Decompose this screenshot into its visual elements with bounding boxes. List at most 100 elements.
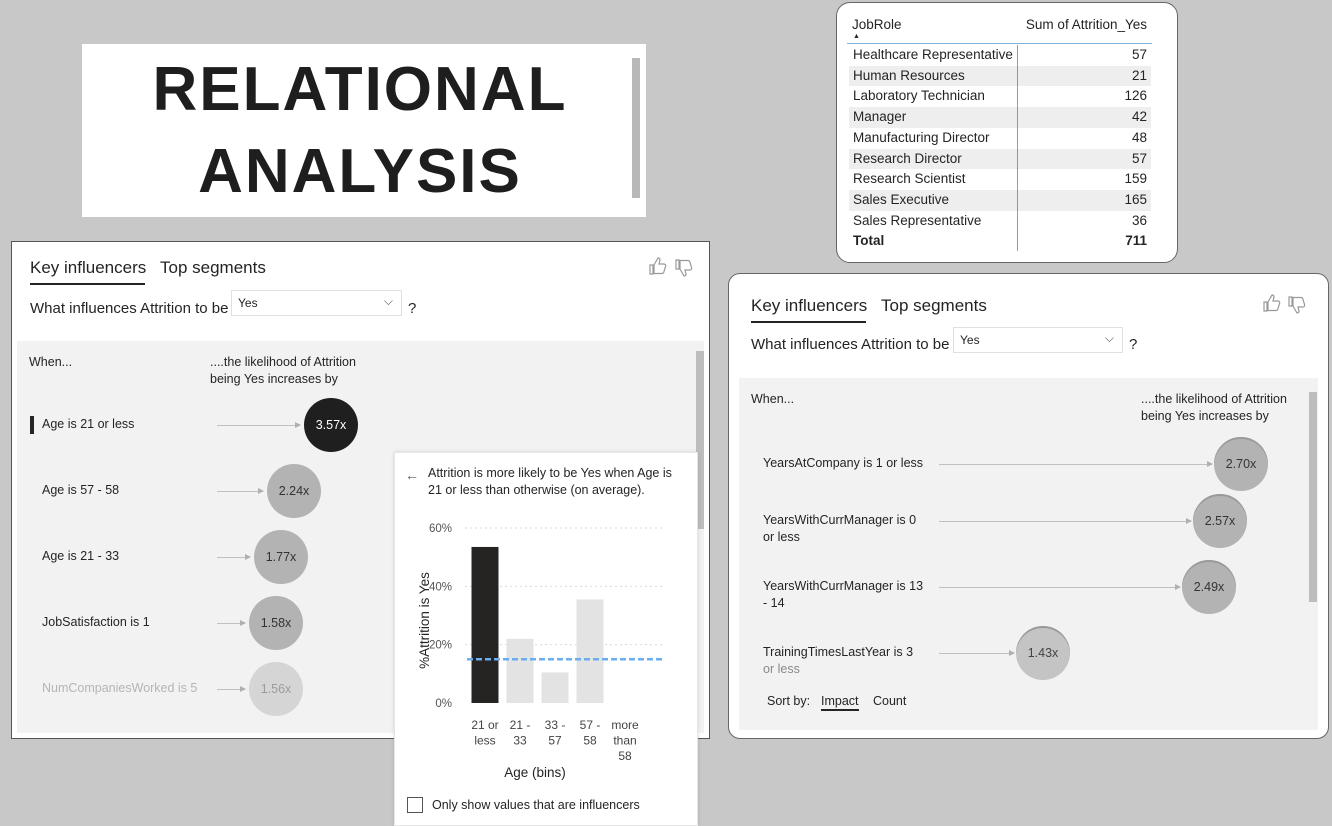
influencer-label[interactable]: NumCompaniesWorked is 5 — [42, 681, 198, 695]
thumbs-down-icon[interactable] — [1287, 295, 1307, 315]
sort-by-label: Sort by: — [767, 694, 811, 708]
tab-top-segments[interactable]: Top segments — [881, 296, 987, 315]
sort-impact-button[interactable]: Impact — [821, 694, 859, 711]
attrition-sum-cell: 36 — [1131, 212, 1147, 228]
influencer-bubble[interactable]: 2.49x — [1182, 560, 1236, 614]
chevron-down-icon: ⌵ — [383, 294, 393, 308]
tab-key-influencers[interactable]: Key influencers — [751, 296, 868, 315]
jobrole-cell: Healthcare Representative — [853, 47, 1013, 62]
influencer-bubble[interactable]: 1.58x — [249, 596, 303, 650]
table-row[interactable]: Manager 42 — [849, 107, 1151, 128]
table-total-row: Total 711 — [849, 231, 1151, 252]
influencer-label[interactable]: Age is 21 or less — [42, 417, 135, 431]
influencer-connector — [939, 650, 1015, 656]
x-axis-title: Age (bins) — [504, 765, 566, 780]
influencer-label[interactable]: YearsWithCurrManager is 13 — [763, 579, 924, 593]
influencer-bubble[interactable]: 1.56x — [249, 662, 303, 716]
x-tick-label: 33 - — [545, 718, 566, 732]
thumbs-down-icon[interactable] — [674, 258, 694, 278]
influencer-label[interactable]: TrainingTimesLastYear is 3 — [763, 645, 914, 659]
likelihood-label-line2: being Yes increases by — [1141, 409, 1269, 423]
influencer-label-continued: or less — [763, 530, 800, 544]
x-tick-label: less — [474, 734, 495, 748]
when-label: When... — [29, 355, 73, 369]
checkbox-label: Only show values that are influencers — [432, 798, 640, 812]
influencer-bubble[interactable]: 2.24x — [267, 464, 321, 518]
scrollbar[interactable] — [1309, 392, 1317, 602]
key-influencers-panel-left: Key influencers Top segments What influe… — [11, 241, 710, 826]
influencer-label[interactable]: Age is 57 - 58 — [42, 483, 120, 497]
influencer-bubble[interactable]: 3.57x — [304, 398, 358, 452]
x-tick-label: 58 — [583, 734, 597, 748]
back-arrow-icon[interactable]: ← — [405, 467, 419, 483]
attrition-sum-cell: 159 — [1124, 171, 1147, 187]
column-divider — [1017, 45, 1018, 251]
x-tick-label: 21 - — [510, 718, 531, 732]
likelihood-label-line2: being Yes increases by — [210, 372, 338, 386]
title-accent-bar — [632, 58, 640, 198]
table-row[interactable]: Research Scientist 159 — [849, 169, 1151, 190]
key-influencers-panel-right: Key influencers Top segments What influe… — [728, 273, 1329, 739]
active-tab-indicator — [751, 321, 866, 323]
table-row[interactable]: Sales Representative 36 — [849, 211, 1151, 232]
question-mark: ? — [408, 300, 417, 317]
tab-top-segments[interactable]: Top segments — [160, 258, 266, 277]
jobrole-table: JobRole Sum of Attrition_Yes ▲ Healthcar… — [836, 2, 1178, 263]
attrition-by-age-chart: 0% 20% 40% 60% 21 or less 21 - 33 33 - 57 57 - 58 mo… — [417, 523, 665, 780]
jobrole-cell: Human Resources — [853, 67, 965, 83]
influencer-label[interactable]: Age is 21 - 33 — [42, 549, 120, 563]
scrollbar[interactable] — [696, 351, 704, 529]
jobrole-cell: Research Director — [853, 150, 962, 166]
influencer-bubble[interactable]: 2.57x — [1193, 494, 1247, 548]
sort-count-button[interactable]: Count — [873, 694, 907, 708]
influencer-connector — [217, 686, 246, 692]
thumbs-up-icon[interactable] — [648, 256, 668, 276]
influencer-connector — [217, 488, 264, 494]
sort-ascending-icon[interactable]: ▲ — [853, 33, 860, 40]
influencer-label-continued: - 14 — [763, 596, 785, 610]
influencer-label[interactable]: YearsWithCurrManager is 0 — [763, 513, 917, 527]
column-header-jobrole[interactable]: JobRole — [852, 17, 902, 32]
influencer-connector — [939, 584, 1181, 590]
title-line-1: RELATIONAL — [152, 55, 568, 124]
jobrole-cell: Laboratory Technician — [853, 88, 985, 104]
table-row[interactable]: Sales Executive 165 — [849, 189, 1151, 211]
jobrole-cell: Manufacturing Director — [853, 129, 990, 145]
bar — [576, 599, 604, 703]
title-card: RELATIONAL ANALYSIS — [82, 44, 646, 217]
table-row[interactable]: Laboratory Technician 126 — [849, 86, 1151, 107]
influencer-bubble[interactable]: 1.43x — [1016, 626, 1070, 680]
jobrole-cell: Manager — [853, 109, 907, 125]
x-tick-label: than — [613, 734, 636, 748]
total-value: 711 — [1125, 233, 1147, 249]
when-label: When... — [751, 392, 795, 406]
influencer-bubble[interactable]: 2.70x — [1214, 437, 1268, 491]
title-line-2: ANALYSIS — [198, 137, 522, 206]
y-tick-label: 20% — [429, 640, 452, 652]
attrition-sum-cell: 165 — [1124, 191, 1147, 207]
table-row[interactable]: Manufacturing Director 48 — [849, 128, 1151, 149]
attrition-value-dropdown[interactable]: Yes ⌵ — [231, 290, 402, 316]
influencer-bubble[interactable]: 1.77x — [254, 530, 308, 584]
likelihood-label-line1: ....the likelihood of Attrition — [1141, 392, 1287, 406]
total-label: Total — [853, 233, 885, 249]
dropdown-value: Yes — [238, 296, 258, 310]
table-row[interactable]: Healthcare Representative 57 — [849, 45, 1151, 66]
chevron-down-icon: ⌵ — [1104, 331, 1114, 345]
influencers-area: When... ....the likelihood of Attrition … — [739, 378, 1318, 730]
table-row[interactable]: Research Director 57 — [849, 148, 1151, 170]
tab-key-influencers[interactable]: Key influencers — [30, 258, 147, 277]
attrition-value-dropdown[interactable]: Yes ⌵ — [953, 327, 1123, 353]
influencer-connector — [939, 461, 1213, 467]
x-tick-label: 21 or — [471, 718, 498, 732]
table-row[interactable]: Human Resources 21 — [849, 65, 1151, 87]
x-tick-label: 33 — [513, 734, 527, 748]
column-header-sum-attrition[interactable]: Sum of Attrition_Yes — [1025, 17, 1147, 32]
header-divider — [847, 43, 1152, 44]
influencers-only-checkbox[interactable] — [407, 797, 423, 813]
x-tick-label: 57 — [548, 734, 562, 748]
influencer-label[interactable]: YearsAtCompany is 1 or less — [763, 456, 924, 470]
thumbs-up-icon[interactable] — [1262, 293, 1282, 313]
influencer-label[interactable]: JobSatisfaction is 1 — [42, 615, 150, 629]
bar — [541, 672, 569, 703]
